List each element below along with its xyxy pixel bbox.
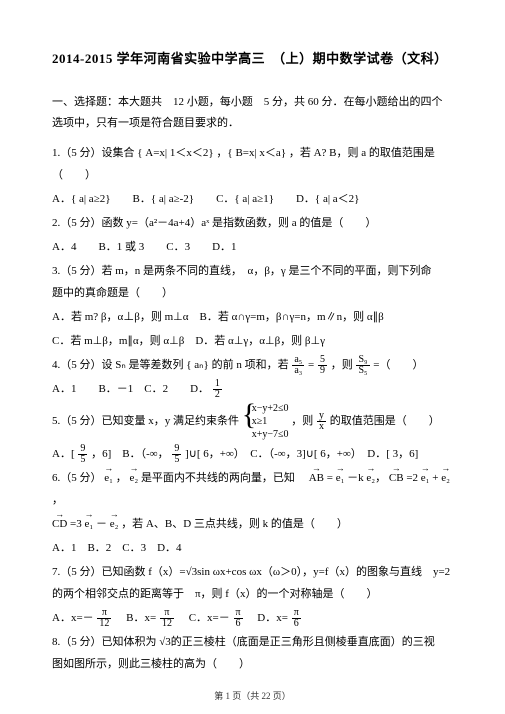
- q7-fC-den: 6: [234, 619, 243, 629]
- q7-oA: A．x=－: [52, 612, 94, 624]
- q8-l1: 8.（5 分）已知体积为 √3的正三棱柱（底面是正三角形且侧棱垂直底面）的三视: [52, 636, 435, 648]
- q6-t1: －k: [347, 472, 364, 484]
- q4-options: A．1 B．－1 C．2 D． 1 2: [52, 378, 455, 400]
- q4-pre: 4.（5 分）设 Sₙ 是等差数列 { aₙ} 的前 n 项和，若: [52, 359, 289, 371]
- q8-l2: 图如图所示，则此三棱柱的高为（ ）: [52, 658, 250, 670]
- q7-fB-den: 12: [160, 619, 174, 629]
- q7-oC: C．x=－: [178, 612, 230, 624]
- q2-stem: 2.（5 分）函数 y=（a²－4a+4）aˣ 是指数函数，则 a 的值是（ ）: [52, 212, 455, 234]
- section-line1: 一、选择题：本大题共 12 小题，每小题 5 分，共 60 分．在每小题给出的四…: [52, 96, 443, 108]
- vec-ab: AB: [309, 467, 324, 489]
- q3-line1: 3.（5 分）若 m，n 是两条不同的直线， α，β，γ 是三个不同的平面，则下…: [52, 265, 432, 277]
- q5-c3: x+y−7≤0: [252, 429, 289, 440]
- q7-fD-den: 6: [292, 619, 301, 629]
- page-footer: 第 1 页（共 22 页）: [0, 689, 505, 702]
- q5-pre: 5.（5 分）已知变量 x，y 满足约束条件: [52, 415, 239, 427]
- q4-stem: 4.（5 分）设 Sₙ 是等差数列 { aₙ} 的前 n 项和，若 a₅ a₃ …: [52, 354, 455, 376]
- vec-e1: e₁: [104, 467, 113, 489]
- q2-options: A．4 B．1 或 3 C．3 D．1: [52, 236, 455, 258]
- q6-stem2: CD =3 e₁ － e₂ ，若 A、B、D 三点共线，则 k 的值是（ ）: [52, 513, 455, 535]
- q4-frac3: S₉ S₅: [356, 355, 369, 376]
- q5-f-den: x: [317, 422, 326, 432]
- q7-stem: 7.（5 分）已知函数 f（x）=√3sin ωx+cos ωx（ω＞0），y=…: [52, 561, 455, 605]
- q5-mid: ，则: [291, 415, 313, 427]
- vec-e1b: e₁: [336, 467, 345, 489]
- q4-opts-pre: A．1 B．－1 C．2 D．: [52, 383, 209, 395]
- q6-pre: 6.（5 分）: [52, 472, 102, 484]
- q7-l2: 的两个相邻交点的距离等于 π，则 f（x）的一个对称轴是（ ）: [52, 588, 377, 600]
- brace-icon: {: [242, 400, 256, 430]
- vec-cd: CD: [52, 513, 67, 535]
- q7-fA-den: 12: [97, 619, 111, 629]
- page-title: 2014-2015 学年河南省实验中学高三 （上）期中数学试卷（文科）: [52, 48, 455, 70]
- q6-post2: ，若 A、B、D 三点共线，则 k 的值是（ ）: [121, 518, 348, 530]
- q5-oB-post: ]∪[ 6，+∞） C．（-∞，3]∪[ 6，+∞） D．[ 3，6]: [185, 448, 418, 460]
- q4-oD-den: 2: [213, 390, 222, 400]
- q4-post: =（ ）: [373, 359, 423, 371]
- q7-fA: π 12: [97, 608, 111, 629]
- q7-fD: π 6: [292, 608, 301, 629]
- q7-oD: D．x=: [246, 612, 288, 624]
- vec-e2: e₂: [129, 467, 138, 489]
- q8-stem: 8.（5 分）已知体积为 √3的正三棱柱（底面是正三角形且侧棱垂直底面）的三视 …: [52, 631, 455, 675]
- section-line2: 选项中，只有一项是符合题目要求的．: [52, 117, 239, 129]
- vec-e1d: e₁: [85, 513, 94, 535]
- q6-t3: －: [96, 518, 107, 530]
- exam-page: 2014-2015 学年河南省实验中学高三 （上）期中数学试卷（文科） 一、选择…: [0, 0, 505, 697]
- vec-e2c: e₂: [441, 467, 450, 489]
- q1-options: A．{ a| a≥2} B．{ a| a≥-2} C．{ a| a≥1} D．{…: [52, 188, 455, 210]
- vec-e1c: e₁: [421, 467, 430, 489]
- q5-stem: 5.（5 分）已知变量 x，y 满足约束条件 { x−y+2≤0 x≥1 x+y…: [52, 402, 455, 441]
- q5-oA-pre: A．[: [52, 448, 75, 460]
- q7-fC: π 6: [234, 608, 243, 629]
- q4-f3-den: S₅: [356, 366, 369, 376]
- q5-oA-frac: 9 5: [78, 444, 87, 465]
- q6-post1: 是平面内不共线的两向量，已知: [141, 472, 306, 484]
- q5-frac: y x: [317, 411, 326, 432]
- q5-constraints: { x−y+2≤0 x≥1 x+y−7≤0: [242, 402, 289, 441]
- q4-oD-frac: 1 2: [213, 379, 222, 400]
- q5-oA-den: 5: [78, 455, 87, 465]
- q5-oB-den: 5: [172, 455, 181, 465]
- q6-eq1: =: [327, 472, 333, 484]
- q4-mid2: ，则: [331, 359, 353, 371]
- q6-eq3: =3: [70, 518, 82, 530]
- section-heading: 一、选择题：本大题共 12 小题，每小题 5 分，共 60 分．在每小题给出的四…: [52, 92, 455, 134]
- q5-oB-frac: 9 5: [172, 444, 181, 465]
- q4-eq1: =: [308, 359, 314, 371]
- vec-e2b: e₂: [366, 467, 375, 489]
- vec-e2d: e₂: [110, 513, 119, 535]
- vec-cb: CB: [389, 467, 404, 489]
- q3-stem: 3.（5 分）若 m，n 是两条不同的直线， α，β，γ 是三个不同的平面，则下…: [52, 260, 455, 304]
- q1-stem: 1.（5 分）设集合 { A=x| 1＜x＜2} ，{ B=x| x＜a} ，若…: [52, 142, 455, 186]
- q3-opt-cd: C．若 m⊥β，m∥α，则 α⊥β D．若 α⊥γ，α⊥β，则 β⊥γ: [52, 330, 455, 352]
- q6-eq2: =2: [406, 472, 418, 484]
- q4-f1-den: a₃: [292, 366, 304, 376]
- q7-oB: B．x=: [115, 612, 156, 624]
- q3-line2: 题中的真命题是（ ）: [52, 287, 173, 299]
- q3-opt-ab: A．若 m? β，α⊥β，则 m⊥α B．若 α∩γ=m，β∩γ=n，m∥n，则…: [52, 306, 455, 328]
- q6-t2: +: [432, 472, 438, 484]
- q4-frac2: 5 9: [318, 355, 327, 376]
- q7-options: A．x=－ π 12 B．x= π 12 C．x=－ π 6 D．x= π 6: [52, 607, 455, 629]
- q5-c1: x−y+2≤0: [252, 403, 289, 414]
- q6-options: A．1 B．2 C．3 D．4: [52, 537, 455, 559]
- q4-f2-den: 9: [318, 366, 327, 376]
- q6-comma: ，: [116, 472, 127, 484]
- q4-frac1: a₅ a₃: [292, 355, 304, 376]
- q7-fB: π 12: [160, 608, 174, 629]
- q7-l1: 7.（5 分）已知函数 f（x）=√3sin ωx+cos ωx（ω＞0），y=…: [52, 566, 450, 578]
- q5-post: 的取值范围是（ ）: [330, 415, 440, 427]
